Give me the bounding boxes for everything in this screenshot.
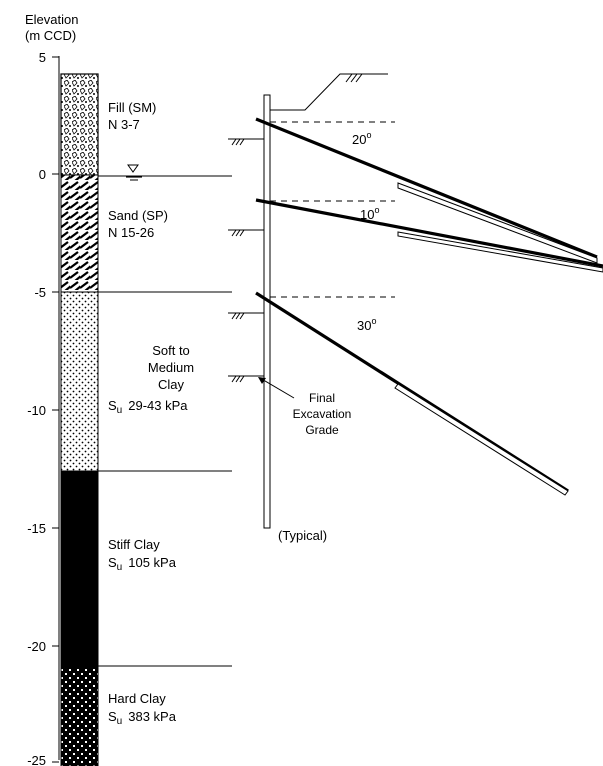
excavation-grade-note-1: Final [309,391,335,405]
tick-label-5: 5 [39,50,46,65]
anchor-2-tendon [255,198,603,268]
tick-label-minus25: -25 [27,753,46,766]
retaining-wall [263,94,271,529]
leader-arrow-icon [258,377,266,384]
anchor-2-bond-zone [397,231,603,273]
water-table-icon [126,164,142,181]
layer-soft-clay-swatch [60,291,99,472]
layer-sand-detail: N 15-26 [108,225,154,240]
layer-soft-clay-name-2: Medium [148,360,194,375]
tick-label-0: 0 [39,167,46,182]
anchor-2-angle: 10o [360,205,379,222]
ground-hatch-icon [231,138,245,383]
tick-label-minus10: -10 [27,403,46,418]
axis-ticks [52,56,59,763]
layer-sand-name: Sand (SP) [108,208,168,223]
layer-hard-clay-name: Hard Clay [108,691,166,706]
layer-sand-swatch [60,174,99,293]
typical-label: (Typical) [278,528,327,543]
anchor-3-bond-zone [394,383,569,496]
layer-stiff-clay-swatch [60,470,99,668]
anchor-1-angle: 20o [352,130,371,147]
axis-title-line2: (m CCD) [25,28,76,43]
layer-fill-detail: N 3-7 [108,117,140,132]
anchor-1-bond-zone [397,182,598,264]
excavation-grade-note-2: Excavation [293,407,352,421]
tick-label-minus5: -5 [34,285,46,300]
layer-fill-name: Fill (SM) [108,100,156,115]
layer-stiff-clay-detail: Su 105 kPa [108,555,177,573]
anchor-3-angle: 30o [357,316,376,333]
ground-surface [270,73,388,111]
layer-fill-swatch [60,73,99,176]
anchor-1-tendon [255,117,598,259]
axis-title-line1: Elevation [25,12,78,27]
layer-hard-clay-swatch [60,666,99,766]
layer-soft-clay-name-1: Soft to [152,343,190,358]
excavation-grade-note-3: Grade [305,423,339,437]
layer-soft-clay-name-3: Clay [158,377,185,392]
layer-soft-clay-detail: Su 29-43 kPa [108,398,188,416]
excavation-grade-leader [259,377,295,399]
tick-label-minus20: -20 [27,639,46,654]
ground-hatch-icon [345,73,363,83]
layer-stiff-clay-name: Stiff Clay [108,537,160,552]
tick-label-minus15: -15 [27,521,46,536]
layer-hard-clay-detail: Su 383 kPa [108,709,177,727]
